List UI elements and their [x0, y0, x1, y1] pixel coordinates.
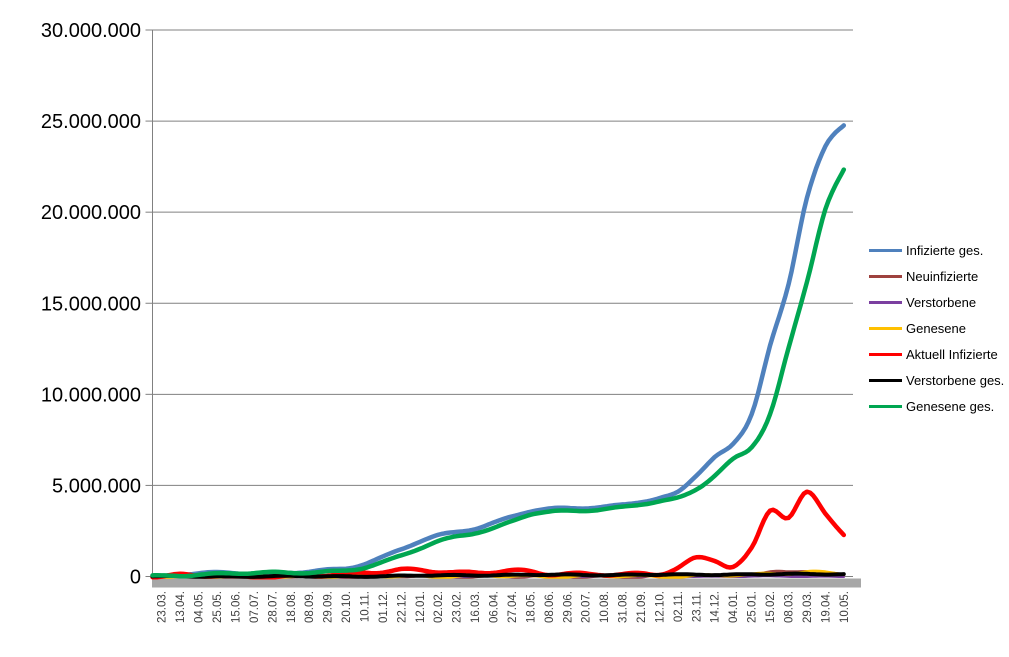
x-axis-tick-label: 23.03. — [157, 591, 169, 623]
series-line-aktuell-infizierte — [150, 489, 847, 580]
x-axis-tick-label: 08.09. — [304, 591, 316, 623]
x-axis-tick-label: 06.04. — [489, 591, 501, 623]
x-axis-tick-label: 07.07. — [249, 591, 261, 623]
y-axis-tick-label: 5.000.000 — [52, 475, 141, 497]
legend-item: Genesene — [869, 315, 1004, 341]
x-axis-tick-label: 10.08. — [599, 591, 611, 623]
x-axis-bar — [152, 578, 861, 588]
legend-item: Verstorbene ges. — [869, 367, 1004, 393]
legend-item-label: Infizierte ges. — [906, 242, 984, 258]
legend-item-label: Verstorbene — [906, 294, 977, 310]
x-axis-tick-label: 23.11. — [691, 591, 703, 622]
x-axis-tick-label: 27.04. — [507, 591, 519, 623]
legend-item-label: Neuinfizierte — [906, 268, 979, 284]
x-axis-tick-label: 08.06. — [544, 591, 556, 623]
y-axis-tick-label: 30.000.000 — [41, 20, 141, 42]
legend-color-line-icon — [869, 274, 902, 278]
x-axis-tick-label: 13.04. — [175, 591, 187, 623]
x-axis-tick-label: 20.07. — [581, 591, 593, 623]
series-line-infizierte-ges — [150, 123, 847, 579]
legend-item: Genesene ges. — [869, 393, 1004, 419]
legend-item-label: Verstorbene ges. — [906, 372, 1005, 388]
x-axis-tick-label: 15.06. — [230, 591, 242, 623]
x-axis-tick-label: 21.09. — [636, 591, 648, 623]
y-axis-tick-label: 25.000.000 — [41, 111, 141, 133]
legend-item: Verstorbene — [869, 289, 1004, 315]
legend: Infizierte ges. Neuinfizierte Verstorbene G… — [869, 237, 1004, 419]
legend-item-label: Genesene ges. — [906, 398, 995, 414]
legend-item-label: Genesene — [906, 320, 966, 336]
y-axis-tick-label: 15.000.000 — [41, 293, 141, 315]
x-axis-tick-label: 02.02. — [433, 591, 445, 623]
x-axis-tick-label: 18.08. — [286, 591, 298, 623]
legend-color-line-icon — [869, 248, 902, 252]
series-line-verstorbene-ges — [150, 571, 846, 579]
x-axis-tick-label: 10.05. — [839, 591, 851, 623]
x-axis-tick-label: 31.08. — [618, 591, 630, 623]
x-axis-tick-label: 25.01. — [747, 591, 759, 623]
x-axis-tick-label: 12.01. — [415, 591, 427, 623]
x-axis-tick-label: 25.05. — [212, 591, 224, 623]
series-line-genesene-ges — [150, 167, 847, 579]
legend-item: Neuinfizierte — [869, 263, 1004, 289]
x-axis-tick-label: 15.02. — [765, 591, 777, 623]
legend-color-line-icon — [869, 352, 902, 356]
x-axis-tick-label: 18.05. — [525, 591, 537, 623]
x-axis-tick-label: 16.03. — [470, 591, 482, 623]
x-axis-tick-label: 29.06. — [562, 591, 574, 623]
x-axis-tick-label: 23.02. — [452, 591, 464, 623]
legend-color-line-icon — [869, 404, 902, 408]
x-axis-tick-label: 02.11. — [673, 591, 685, 622]
y-axis-tick-label: 10.000.000 — [41, 384, 141, 406]
x-axis-tick-label: 04.05. — [194, 591, 206, 623]
y-axis-tick-label: 0 — [130, 567, 141, 589]
x-axis-tick-label: 14.12. — [710, 591, 722, 623]
x-axis-tick-label: 04.01. — [728, 591, 740, 623]
y-axis-tick-label: 20.000.000 — [41, 202, 141, 224]
legend-color-line-icon — [869, 326, 902, 330]
x-axis-tick-label: 29.03. — [802, 591, 814, 623]
x-axis-tick-label: 22.12. — [396, 591, 408, 623]
x-axis-tick-label: 29.09. — [323, 591, 335, 623]
x-axis-tick-label: 28.07. — [267, 591, 279, 623]
legend-item: Aktuell Infizierte — [869, 341, 1004, 367]
x-axis-tick-label: 19.04. — [820, 591, 832, 623]
x-axis-tick-label: 01.12. — [378, 591, 390, 623]
x-axis-tick-label: 10.11. — [359, 591, 371, 622]
legend-color-line-icon — [869, 300, 902, 304]
x-axis-tick-label: 20.10. — [341, 591, 353, 623]
legend-item: Infizierte ges. — [869, 237, 1004, 263]
legend-color-line-icon — [869, 378, 902, 382]
legend-item-label: Aktuell Infizierte — [906, 346, 998, 362]
x-axis-tick-label: 08.03. — [783, 591, 795, 623]
x-axis-tick-label: 12.10. — [654, 591, 666, 623]
